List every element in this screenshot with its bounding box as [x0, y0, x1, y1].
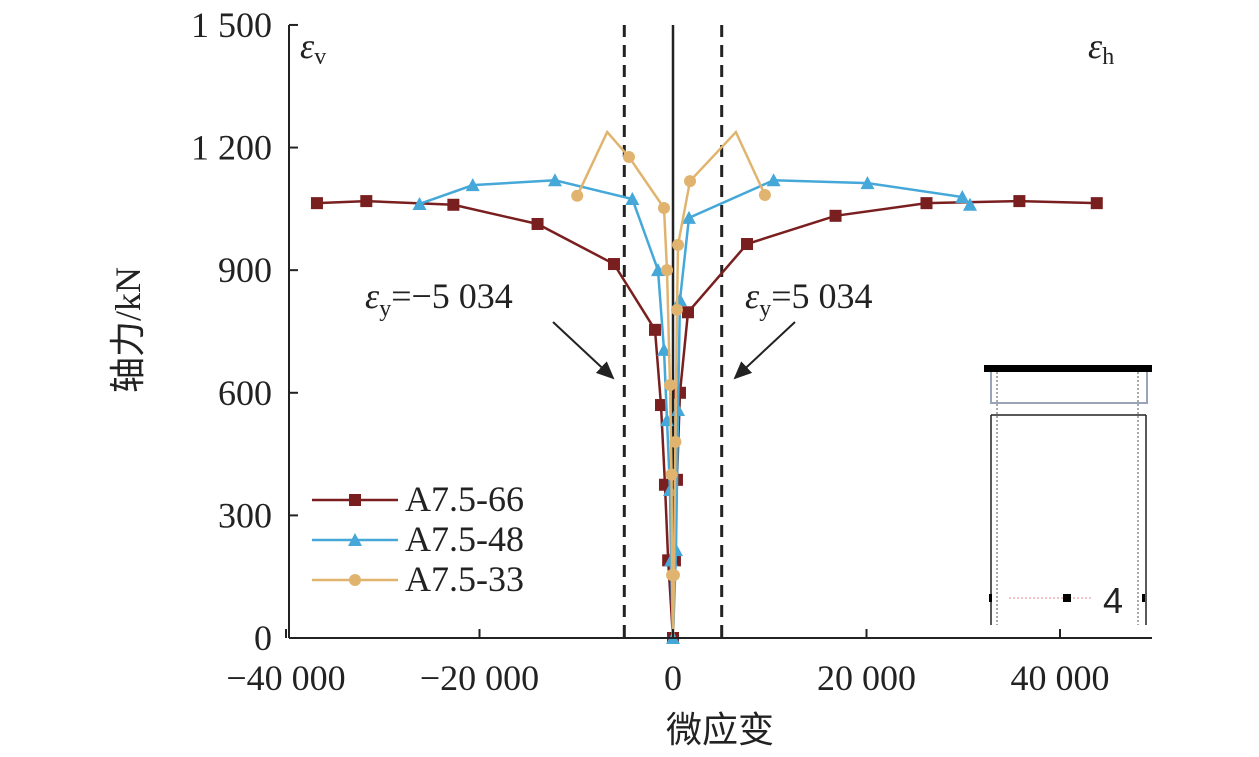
data-point: [661, 264, 674, 277]
legend-marker: [348, 533, 362, 546]
data-point: [955, 190, 970, 204]
data-point: [649, 323, 662, 336]
data-point: [963, 197, 978, 211]
y-tick-label: 300: [218, 495, 272, 535]
data-point: [663, 483, 678, 497]
inset-label: 4: [1103, 580, 1123, 621]
data-point: [447, 198, 460, 211]
x-tick-label: 0: [664, 658, 682, 698]
data-point: [655, 399, 668, 412]
yield-label-negative: εy=−5 034: [365, 276, 513, 322]
data-point: [1013, 195, 1026, 208]
data-point: [758, 188, 771, 201]
data-point: [465, 178, 480, 192]
series-line: [576, 129, 767, 639]
legend-marker: [349, 574, 361, 586]
x-tick-label: 20 000: [817, 658, 916, 698]
arrow-positive-yield: [733, 321, 796, 380]
data-point: [681, 210, 696, 224]
data-point: [766, 173, 781, 187]
region-label-vertical: εv: [300, 26, 326, 70]
x-axis-label: 微应变: [666, 710, 774, 750]
x-tick-label: −40 000: [226, 658, 345, 698]
x-tick-label: 40 000: [1011, 658, 1110, 698]
y-tick-label: 600: [218, 373, 272, 413]
legend-marker: [349, 494, 361, 506]
x-tick-label: −20 000: [420, 658, 539, 698]
y-tick-label: 1 500: [191, 5, 272, 45]
data-point: [607, 258, 620, 271]
series-A7.5-33: [571, 129, 771, 639]
data-point: [531, 217, 544, 230]
data-point: [829, 209, 842, 222]
legend-label: A7.5-66: [405, 479, 524, 519]
data-point: [412, 196, 427, 210]
data-point: [860, 176, 875, 190]
data-point: [664, 379, 677, 392]
data-point: [571, 189, 584, 202]
data-point: [1090, 197, 1103, 210]
data-point: [667, 569, 680, 582]
data-point: [547, 173, 562, 187]
data-point: [310, 197, 323, 210]
data-point: [672, 293, 687, 307]
data-point: [622, 150, 635, 163]
y-tick-label: 0: [254, 618, 272, 658]
data-point: [665, 468, 678, 481]
legend-label: A7.5-48: [405, 519, 524, 559]
y-tick-label: 1 200: [191, 128, 272, 168]
region-label-horizontal: εh: [1088, 26, 1114, 70]
y-axis-label: 轴力/kN: [108, 267, 148, 393]
data-point: [625, 192, 640, 206]
data-point: [360, 195, 373, 208]
arrow-negative-yield: [552, 321, 615, 380]
yield-label-positive: εy=5 034: [745, 276, 873, 322]
data-point: [684, 175, 697, 188]
data-point: [681, 306, 694, 319]
data-point: [669, 435, 682, 448]
data-point: [672, 238, 685, 251]
inset-specimen-diagram: 4: [984, 365, 1152, 625]
y-tick-label: 900: [218, 250, 272, 290]
data-point: [657, 342, 672, 356]
legend-label: A7.5-33: [405, 559, 524, 599]
data-point: [741, 238, 754, 251]
data-point: [651, 263, 666, 277]
data-point: [920, 197, 933, 210]
data-point: [670, 303, 683, 316]
data-point: [658, 202, 671, 215]
